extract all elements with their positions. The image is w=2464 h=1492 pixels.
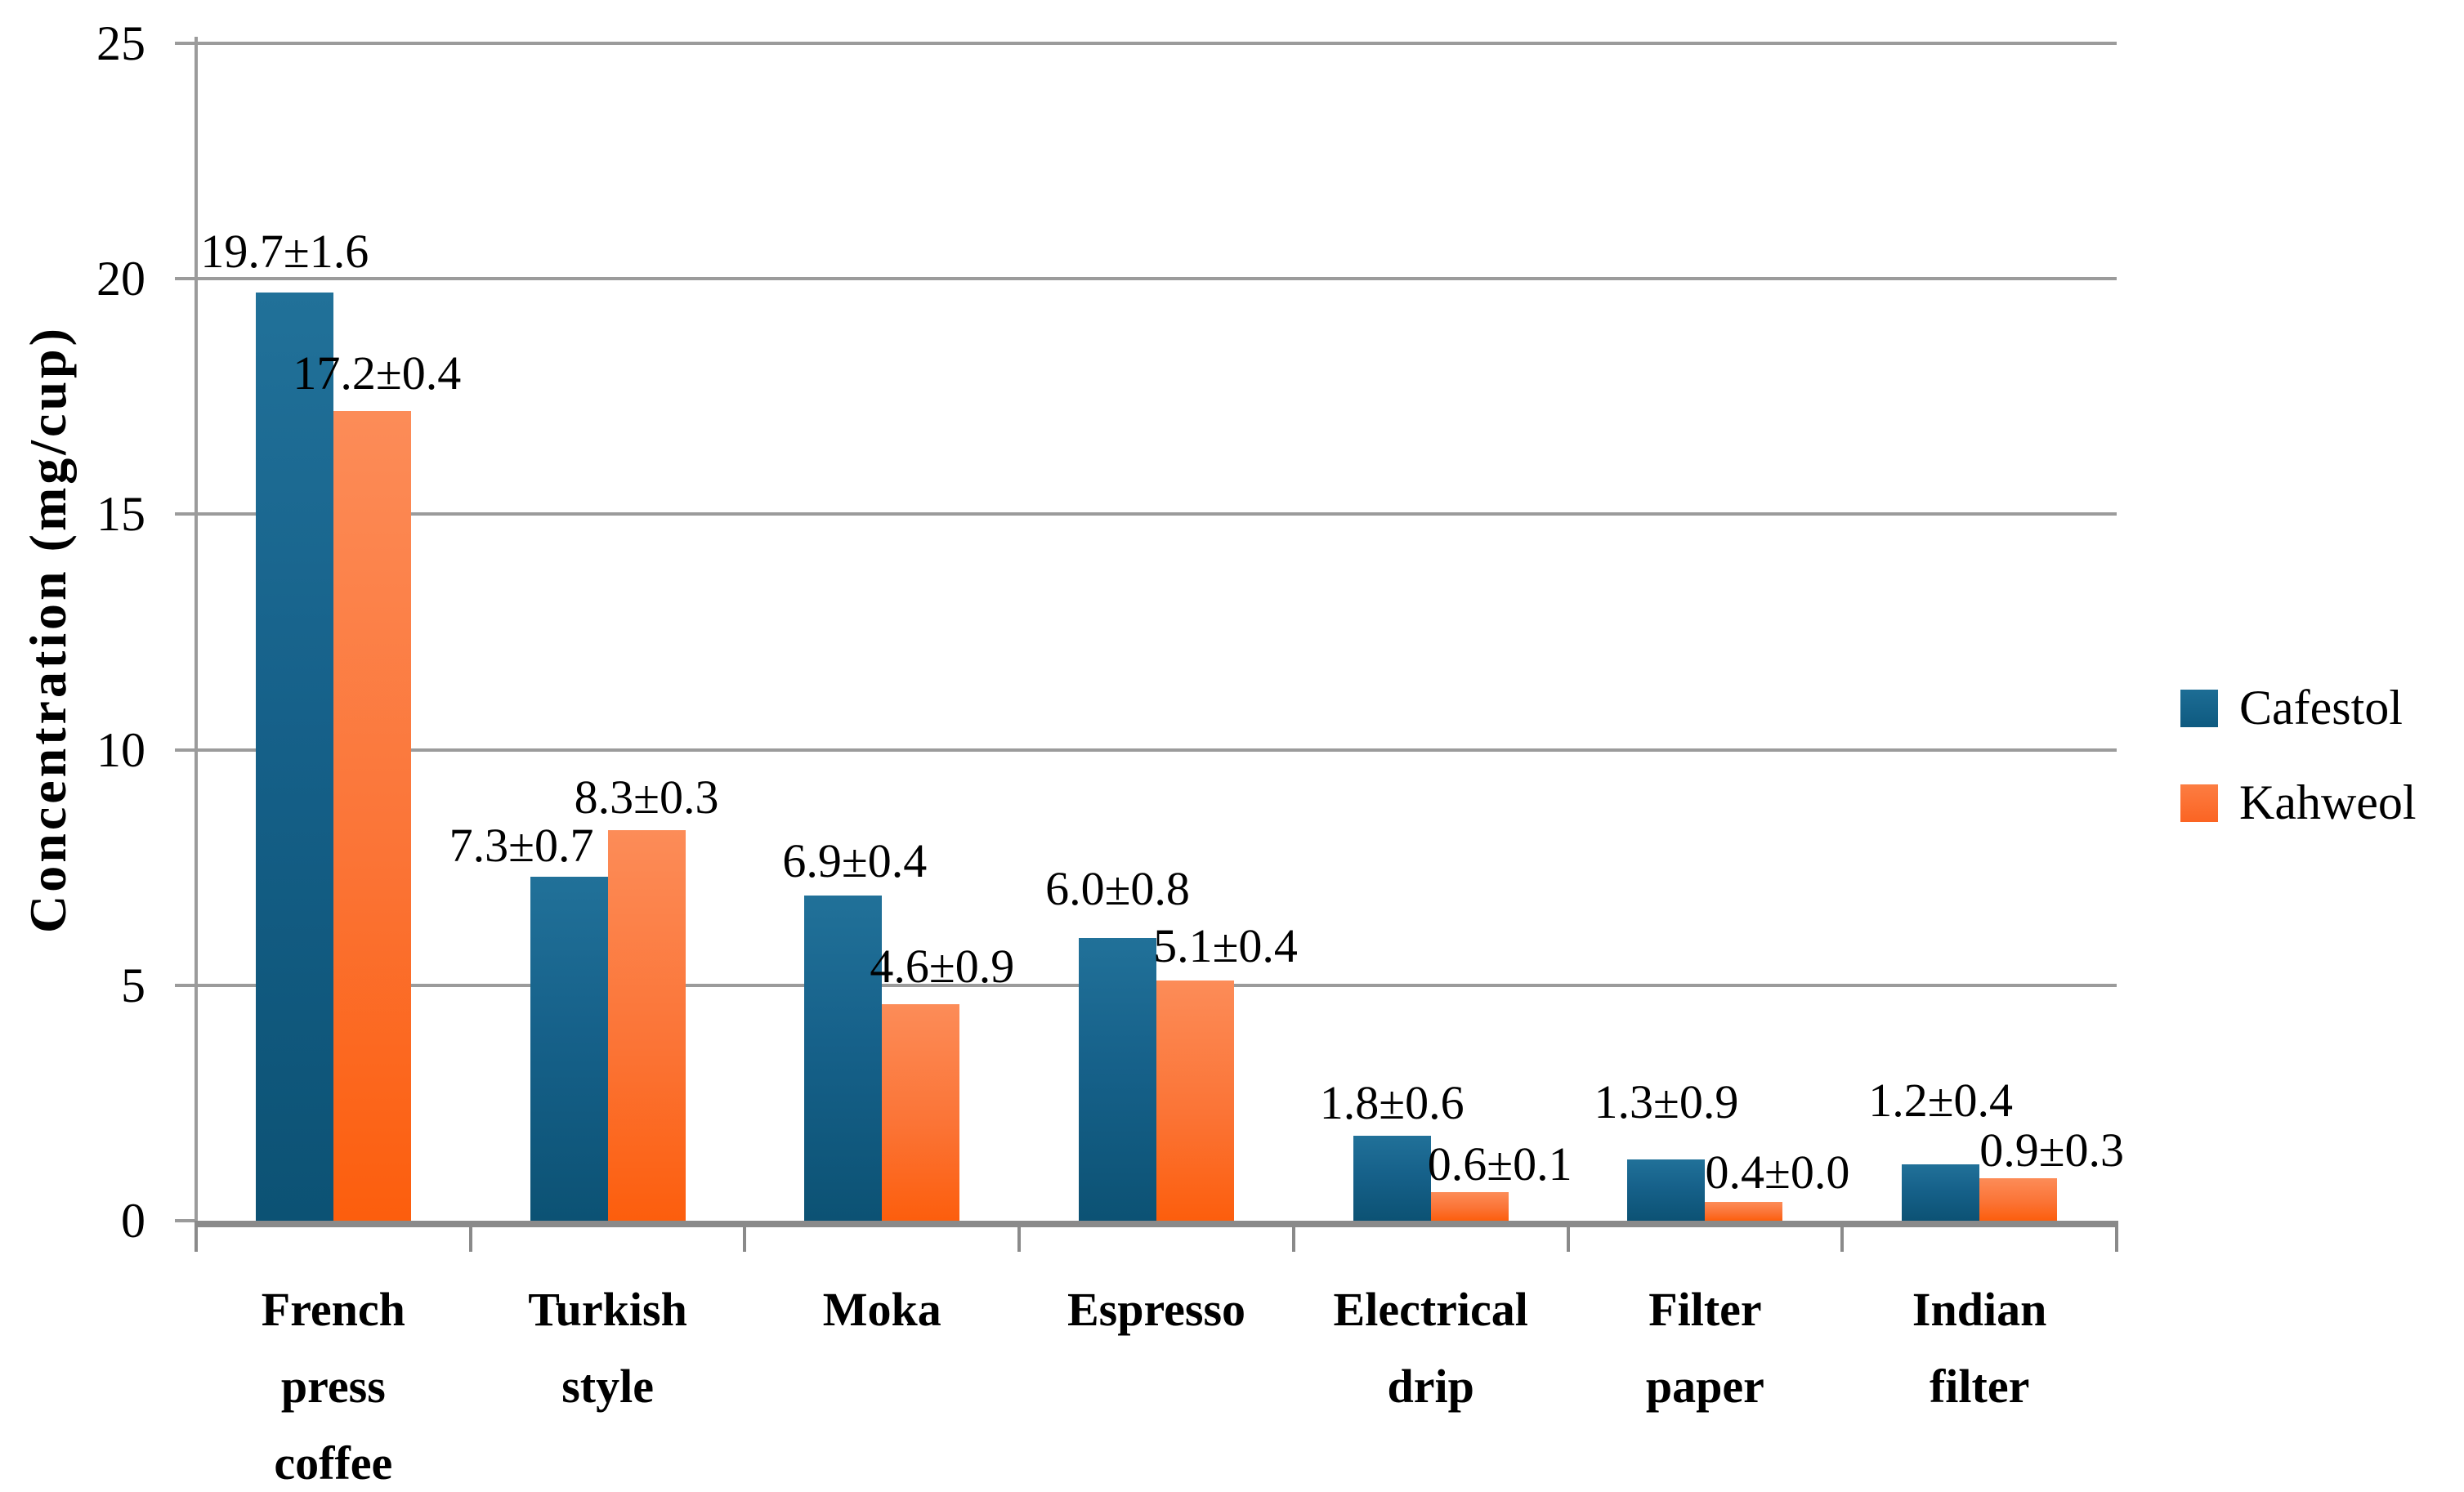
bar-kahweol-moka [882, 1003, 960, 1221]
value-label-cafestol-electrical-drip: 1.8±0.6 [1319, 1076, 1465, 1130]
legend-entry-kahweol: Kahweol [2180, 775, 2417, 831]
legend-entry-cafestol: Cafestol [2180, 680, 2403, 736]
y-axis-tick [175, 277, 196, 281]
y-axis-tick-label: 0 [121, 1194, 145, 1248]
legend-swatch-cafestol [2180, 689, 2218, 727]
y-axis-tick [175, 748, 196, 752]
category-label-french-press-coffee: French press coffee [154, 1271, 513, 1492]
category-label-line: Filter [1648, 1283, 1762, 1336]
legend-swatch-kahweol [2180, 784, 2218, 822]
value-label-cafestol-indian-filter: 1.2±0.4 [1868, 1073, 2014, 1127]
y-axis-tick [175, 1219, 196, 1222]
value-label-kahweol-electrical-drip: 0.6±0.1 [1427, 1137, 1572, 1191]
category-label-moka: Moka [702, 1271, 1062, 1348]
bar-cafestol-electrical-drip [1353, 1136, 1431, 1221]
category-label-line: Turkish [528, 1283, 687, 1336]
y-axis-tick-label: 20 [96, 252, 145, 306]
value-label-cafestol-moka: 6.9±0.4 [782, 834, 928, 888]
y-axis-tick [175, 512, 196, 516]
bar-cafestol-espresso [1079, 938, 1156, 1221]
bar-cafestol-moka [804, 896, 883, 1221]
category-label-line: press [280, 1360, 386, 1413]
bar-cafestol-turkish-style [530, 877, 608, 1221]
value-label-kahweol-espresso: 5.1±0.4 [1153, 919, 1298, 973]
category-label-line: Moka [822, 1283, 941, 1336]
y-axis-line [195, 37, 198, 1221]
x-axis-tick [743, 1227, 747, 1252]
value-label-kahweol-turkish-style: 8.3±0.3 [574, 770, 719, 824]
y-axis-tick-label: 10 [96, 722, 145, 777]
category-label-espresso: Espresso [977, 1271, 1336, 1348]
category-label-line: Electrical [1333, 1283, 1528, 1336]
y-axis-tick [175, 42, 196, 45]
x-axis-tick [1840, 1227, 1845, 1252]
value-label-kahweol-french-press-coffee: 17.2±0.4 [293, 346, 462, 400]
x-axis-tick [468, 1227, 472, 1252]
value-label-kahweol-indian-filter: 0.9±0.3 [1979, 1123, 2125, 1177]
x-axis-line [195, 1221, 2118, 1227]
gridline-y20 [196, 277, 2117, 281]
bar-cafestol-french-press-coffee [255, 293, 333, 1221]
gridline-y15 [196, 512, 2117, 516]
value-label-kahweol-moka: 4.6±0.9 [870, 939, 1015, 993]
category-label-line: paper [1645, 1360, 1764, 1413]
category-label-electrical-drip: Electrical drip [1251, 1271, 1611, 1425]
category-label-line: Espresso [1067, 1283, 1246, 1336]
category-label-line: coffee [274, 1436, 393, 1490]
bar-cafestol-filter-paper [1627, 1159, 1706, 1221]
category-label-line: filter [1929, 1360, 2030, 1413]
bar-kahweol-turkish-style [607, 829, 686, 1221]
x-axis-tick [1291, 1227, 1295, 1252]
x-axis-tick [2115, 1227, 2118, 1252]
gridline-y25 [196, 42, 2117, 45]
y-axis-tick-label: 15 [96, 487, 145, 542]
value-label-kahweol-filter-paper: 0.4±0.0 [1705, 1145, 1850, 1199]
value-label-cafestol-turkish-style: 7.3±0.7 [449, 819, 594, 873]
category-label-filter-paper: Filter paper [1525, 1271, 1885, 1425]
x-axis-tick [1017, 1227, 1022, 1252]
bar-cafestol-indian-filter [1902, 1164, 1980, 1221]
bar-kahweol-electrical-drip [1430, 1192, 1509, 1221]
category-label-line: drip [1387, 1360, 1474, 1413]
bar-kahweol-indian-filter [1979, 1178, 2058, 1221]
gridline-y10 [196, 748, 2117, 752]
value-label-cafestol-french-press-coffee: 19.7±1.6 [200, 225, 369, 279]
category-label-line: French [261, 1283, 405, 1336]
legend-label-cafestol: Cafestol [2239, 681, 2403, 735]
x-axis-tick [1566, 1227, 1570, 1252]
category-label-indian-filter: Indian filter [1800, 1271, 2159, 1425]
x-axis-tick [195, 1227, 198, 1252]
y-axis-tick-label: 25 [96, 16, 145, 70]
legend-label-kahweol: Kahweol [2239, 775, 2417, 829]
bar-kahweol-french-press-coffee [333, 410, 411, 1221]
value-label-cafestol-filter-paper: 1.3±0.9 [1594, 1075, 1739, 1129]
bar-kahweol-filter-paper [1705, 1201, 1783, 1221]
category-label-line: style [561, 1360, 654, 1413]
y-axis-tick-label: 5 [121, 958, 145, 1012]
category-label-turkish-style: Turkish style [428, 1271, 788, 1425]
y-axis-tick [175, 983, 196, 987]
value-label-cafestol-espresso: 6.0±0.8 [1045, 862, 1190, 916]
category-label-line: Indian [1912, 1283, 2047, 1336]
bar-kahweol-espresso [1156, 981, 1234, 1221]
